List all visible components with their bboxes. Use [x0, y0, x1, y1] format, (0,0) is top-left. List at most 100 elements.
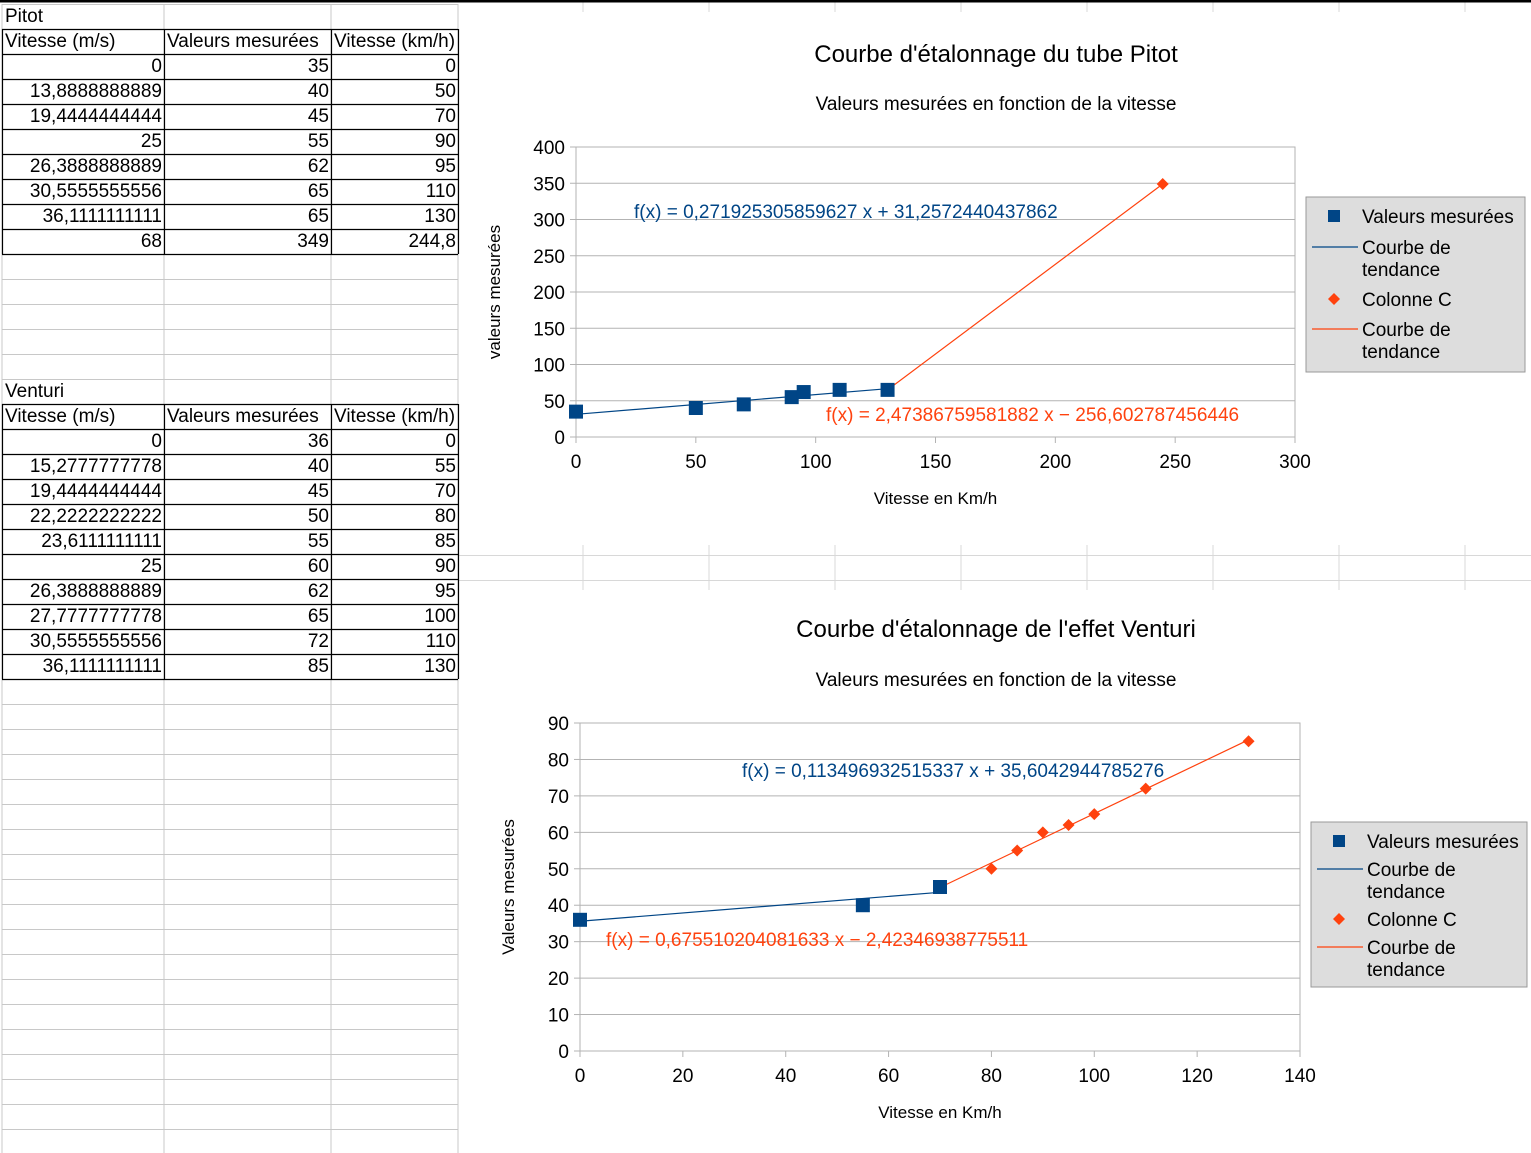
table-cell[interactable]: 130	[424, 656, 456, 677]
chart-subtitle: Valeurs mesurées en fonction de la vites…	[816, 94, 1177, 115]
table-cell[interactable]: 85	[434, 531, 456, 552]
y-tick-label: 50	[548, 860, 569, 881]
y-tick-label: 80	[548, 750, 569, 771]
data-point-square	[736, 397, 751, 412]
legend-symbol-square	[1328, 210, 1340, 222]
table-cell[interactable]: 0	[151, 431, 162, 452]
table-cell[interactable]: 100	[424, 606, 456, 627]
y-tick-label: 70	[548, 787, 569, 808]
x-tick-label: 0	[575, 1066, 586, 1087]
table-header-cell[interactable]: Vitesse (m/s)	[5, 406, 116, 427]
table-cell[interactable]: 72	[307, 631, 329, 652]
y-tick-label: 50	[544, 392, 565, 413]
y-axis-label: Valeurs mesurées	[499, 819, 518, 955]
table-cell[interactable]: 40	[307, 81, 329, 102]
table-cell[interactable]: 30,5555555556	[29, 181, 162, 202]
table-cell[interactable]: 65	[307, 181, 329, 202]
table-cell[interactable]: 244,8	[408, 231, 456, 252]
table-cell[interactable]: 85	[307, 656, 329, 677]
table-header-cell[interactable]: Valeurs mesurées	[167, 31, 319, 52]
table-cell[interactable]: 26,3888888889	[29, 156, 162, 177]
trendline	[887, 183, 1164, 391]
pitot-table-title[interactable]: Pitot	[5, 6, 44, 27]
table-cell[interactable]: 45	[307, 481, 329, 502]
data-point-square	[933, 880, 947, 894]
table-cell[interactable]: 62	[307, 581, 329, 602]
table-cell[interactable]: 62	[307, 156, 329, 177]
table-cell[interactable]: 95	[434, 156, 456, 177]
table-cell[interactable]: 90	[434, 556, 456, 577]
y-tick-label: 350	[533, 174, 565, 195]
y-tick-label: 90	[548, 714, 569, 735]
table-cell[interactable]: 55	[434, 456, 456, 477]
table-cell[interactable]: 30,5555555556	[29, 631, 162, 652]
table-cell[interactable]: 349	[297, 231, 329, 252]
table-cell[interactable]: 13,8888888889	[29, 81, 162, 102]
venturi-table-title[interactable]: Venturi	[5, 381, 65, 402]
table-cell[interactable]: 95	[434, 581, 456, 602]
legend-entry-label: Courbe de tendance	[1367, 860, 1456, 903]
table-cell[interactable]: 68	[140, 231, 162, 252]
table-cell[interactable]: 19,4444444444	[29, 481, 162, 502]
table-cell[interactable]: 23,6111111111	[41, 531, 162, 552]
table-cell[interactable]: 55	[307, 131, 329, 152]
chart-subtitle: Valeurs mesurées en fonction de la vites…	[816, 670, 1177, 691]
table-cell[interactable]: 110	[425, 181, 456, 202]
table-cell[interactable]: 22,2222222222	[29, 506, 162, 527]
table-cell[interactable]: 50	[434, 81, 456, 102]
table-cell[interactable]: 27,7777777778	[29, 606, 162, 627]
table-cell[interactable]: 0	[151, 56, 162, 77]
y-tick-label: 250	[533, 247, 565, 268]
legend-entry-label: Valeurs mesurées	[1362, 207, 1514, 228]
table-cell[interactable]: 50	[307, 506, 329, 527]
data-point-square	[796, 385, 811, 400]
table-cell[interactable]: 70	[434, 481, 456, 502]
data-point-diamond	[1011, 844, 1024, 857]
table-cell[interactable]: 130	[424, 206, 456, 227]
data-point-square	[573, 912, 587, 927]
chart-title: Courbe d'étalonnage du tube Pitot	[814, 41, 1178, 68]
table-header-cell[interactable]: Vitesse (km/h)	[334, 406, 456, 427]
table-cell[interactable]: 45	[307, 106, 329, 127]
table-cell[interactable]: 36,1111111111	[42, 206, 162, 227]
table-header-cell[interactable]: Valeurs mesurées	[167, 406, 319, 427]
table-cell[interactable]: 55	[307, 531, 329, 552]
table-cell[interactable]: 26,3888888889	[29, 581, 162, 602]
x-tick-label: 80	[981, 1066, 1002, 1087]
y-tick-label: 150	[533, 319, 565, 340]
table-cell[interactable]: 19,4444444444	[29, 106, 162, 127]
table-cell[interactable]: 40	[307, 456, 329, 477]
table-cell[interactable]: 65	[307, 606, 329, 627]
table-cell[interactable]: 15,2777777778	[29, 456, 162, 477]
table-cell[interactable]: 35	[307, 56, 329, 77]
table-cell[interactable]: 60	[307, 556, 329, 577]
table-cell[interactable]: 36	[307, 431, 329, 452]
x-tick-label: 200	[1039, 452, 1071, 473]
x-tick-label: 250	[1159, 452, 1191, 473]
data-point-diamond	[1036, 826, 1049, 839]
table-header-cell[interactable]: Vitesse (km/h)	[334, 31, 456, 52]
x-axis-label: Vitesse en Km/h	[878, 1103, 1001, 1122]
legend-entry-label: Valeurs mesurées	[1367, 832, 1519, 853]
table-cell[interactable]: 25	[140, 131, 162, 152]
trendline-equation: f(x) = 0,675510204081633 x − 2,423469387…	[606, 930, 1028, 951]
x-tick-label: 20	[672, 1066, 693, 1087]
x-axis-label: Vitesse en Km/h	[874, 489, 997, 508]
table-cell[interactable]: 25	[140, 556, 162, 577]
table-cell[interactable]: 70	[434, 106, 456, 127]
table-cell[interactable]: 110	[425, 631, 456, 652]
table-header-cell[interactable]: Vitesse (m/s)	[5, 31, 116, 52]
y-tick-label: 200	[533, 283, 565, 304]
table-cell[interactable]: 80	[434, 506, 456, 527]
table-cell[interactable]: 0	[445, 431, 456, 452]
table-cell[interactable]: 36,1111111111	[42, 656, 162, 677]
data-point-diamond	[1062, 819, 1075, 832]
legend-symbol-square	[1333, 835, 1345, 847]
table-cell[interactable]: 90	[434, 131, 456, 152]
legend-symbol-diamond	[1333, 913, 1345, 925]
table-cell[interactable]: 65	[307, 206, 329, 227]
table-cell[interactable]: 0	[445, 56, 456, 77]
